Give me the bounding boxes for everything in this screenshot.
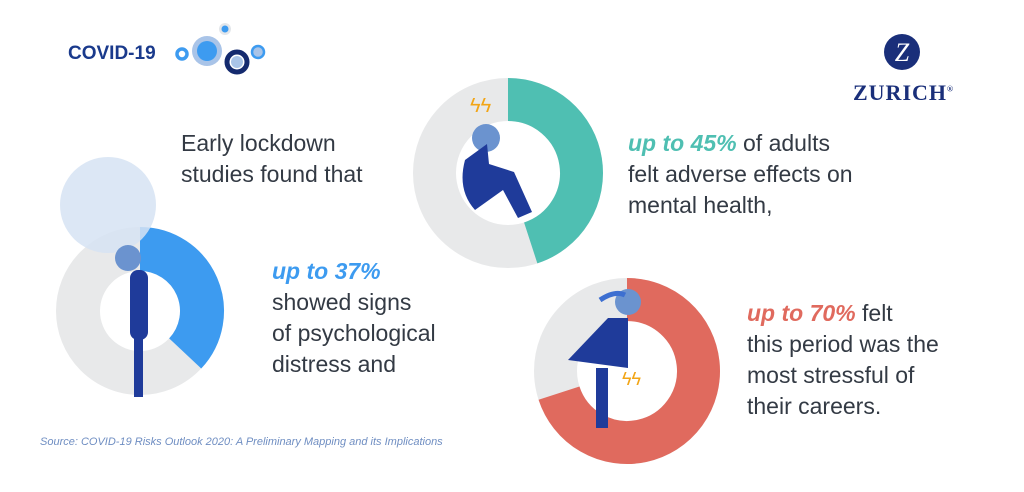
svg-text:ϟϟ: ϟϟ xyxy=(622,369,642,389)
intro-line: studies found that xyxy=(181,161,363,187)
stressed-woman-figure: ϟϟ xyxy=(568,289,642,428)
stat-line: most stressful of xyxy=(747,362,915,388)
svg-text:Z: Z xyxy=(895,38,910,67)
stat-line: distress and xyxy=(272,351,397,377)
registered-mark: ® xyxy=(947,84,954,94)
donut-segment xyxy=(507,78,603,264)
stat-line: felt xyxy=(855,300,893,326)
stat-70-text: up to 70% felt this period was the most … xyxy=(747,298,939,422)
stat-highlight: up to 45% xyxy=(628,130,737,156)
zurich-logo: Z xyxy=(884,34,920,70)
donut-segment xyxy=(538,278,720,464)
brand-name: ZURICH xyxy=(853,80,948,105)
stat-line: their careers. xyxy=(747,393,882,419)
svg-text:ϟϟ: ϟϟ xyxy=(470,95,492,117)
zurich-brand-text: ZURICH® xyxy=(853,80,954,106)
donut-segment xyxy=(138,227,224,369)
head-holding-figure: ϟϟ xyxy=(462,95,532,218)
stat-line: showed signs xyxy=(272,289,412,315)
distressed-person-figure xyxy=(60,157,156,397)
stat-line: of adults xyxy=(736,130,830,156)
stat-line: mental health, xyxy=(628,192,773,218)
stat-45-text: up to 45% of adults felt adverse effects… xyxy=(628,128,853,221)
stat-line: this period was the xyxy=(747,331,939,357)
stat-37-text: up to 37% showed signs of psychological … xyxy=(272,256,436,380)
source-citation: Source: COVID-19 Risks Outlook 2020: A P… xyxy=(40,436,443,448)
covid-bubbles-logo xyxy=(175,23,266,75)
covid-title: COVID-19 xyxy=(68,43,156,64)
intro-text: Early lockdown studies found that xyxy=(181,128,363,190)
intro-line: Early lockdown xyxy=(181,130,336,156)
stat-highlight: up to 70% xyxy=(747,300,856,326)
stat-line: felt adverse effects on xyxy=(628,161,853,187)
stat-highlight: up to 37% xyxy=(272,258,381,284)
stat-line: of psychological xyxy=(272,320,436,346)
